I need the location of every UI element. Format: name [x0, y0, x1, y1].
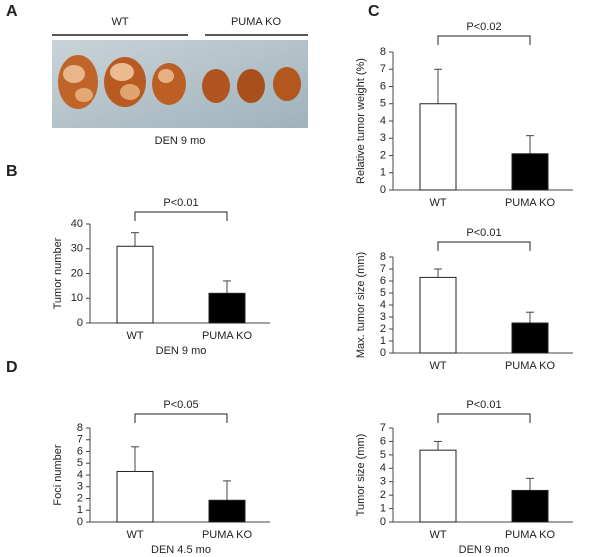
- x-axis-label: DEN 9 mo: [459, 544, 510, 556]
- y-tick-label: 2: [380, 149, 386, 161]
- tumor: [63, 65, 85, 83]
- y-tick-label: 8: [380, 251, 386, 263]
- bar: [116, 245, 154, 324]
- y-tick-label: 6: [380, 80, 386, 92]
- y-tick-label: 1: [77, 504, 83, 516]
- y-axis-label: Max. tumor size (mm): [355, 252, 367, 358]
- significance-label: P<0.01: [466, 227, 501, 239]
- significance-label: P<0.01: [466, 399, 501, 411]
- group-label: PUMA KO: [231, 16, 282, 28]
- significance-label: P<0.05: [163, 399, 198, 411]
- y-tick-label: 7: [380, 63, 386, 75]
- panel-label: D: [6, 359, 18, 376]
- x-tick-label: PUMA KO: [202, 529, 253, 541]
- significance-bracket: [437, 413, 531, 423]
- photo: WT PUMA KO DEN 9 mo: [52, 16, 308, 147]
- y-tick-label: 0: [380, 184, 386, 196]
- y-tick-label: 6: [77, 445, 83, 457]
- y-tick-label: 4: [380, 462, 386, 474]
- tumor: [158, 69, 174, 83]
- y-tick-label: 5: [380, 98, 386, 110]
- group-label: WT: [111, 16, 128, 28]
- y-tick-label: 5: [380, 287, 386, 299]
- liver: [152, 63, 186, 105]
- tumor: [110, 63, 134, 81]
- y-tick-label: 0: [77, 317, 83, 329]
- y-tick-label: 8: [380, 46, 386, 58]
- panel-label: C: [368, 3, 380, 20]
- liver: [202, 69, 230, 103]
- bar: [511, 489, 549, 523]
- y-tick-label: 6: [380, 275, 386, 287]
- y-tick-label: 3: [380, 476, 386, 488]
- y-tick-label: 2: [380, 489, 386, 501]
- y-tick-label: 8: [77, 422, 83, 434]
- y-tick-label: 4: [380, 115, 386, 127]
- y-axis-label: Relative tumor weight (%): [355, 58, 367, 184]
- y-tick-label: 6: [380, 435, 386, 447]
- bar: [419, 449, 457, 523]
- y-tick-label: 4: [380, 299, 386, 311]
- y-tick-label: 3: [380, 132, 386, 144]
- bar: [208, 292, 246, 324]
- liver: [273, 67, 301, 101]
- y-tick-label: 20: [71, 267, 83, 279]
- x-tick-label: WT: [126, 529, 143, 541]
- significance-label: P<0.02: [466, 21, 501, 33]
- y-tick-label: 0: [77, 516, 83, 528]
- y-axis-label: Tumor number: [52, 237, 64, 309]
- y-tick-label: 5: [77, 457, 83, 469]
- x-axis-label: DEN 9 mo: [156, 345, 207, 357]
- x-axis-label: DEN 4.5 mo: [151, 544, 211, 556]
- bar: [419, 103, 457, 191]
- bar: [419, 276, 457, 354]
- y-tick-label: 40: [71, 218, 83, 230]
- significance-bracket: [437, 35, 531, 45]
- y-tick-label: 3: [77, 481, 83, 493]
- y-tick-label: 1: [380, 335, 386, 347]
- y-tick-label: 7: [380, 422, 386, 434]
- x-tick-label: PUMA KO: [202, 330, 253, 342]
- y-tick-label: 5: [380, 449, 386, 461]
- significance-label: P<0.01: [163, 197, 198, 209]
- x-tick-label: WT: [429, 529, 446, 541]
- x-tick-label: WT: [429, 360, 446, 372]
- x-tick-label: PUMA KO: [505, 529, 556, 541]
- bar: [511, 153, 549, 191]
- y-tick-label: 2: [77, 492, 83, 504]
- tumor: [120, 84, 140, 100]
- liver: [237, 69, 265, 103]
- y-tick-label: 1: [380, 167, 386, 179]
- y-tick-label: 1: [380, 502, 386, 514]
- x-tick-label: PUMA KO: [505, 197, 556, 209]
- y-tick-label: 30: [71, 243, 83, 255]
- x-tick-label: WT: [126, 330, 143, 342]
- panel-label: B: [6, 163, 18, 180]
- y-tick-label: 7: [77, 434, 83, 446]
- y-tick-label: 0: [380, 516, 386, 528]
- photo-caption: DEN 9 mo: [155, 135, 206, 147]
- bar: [116, 470, 154, 523]
- y-tick-label: 10: [71, 292, 83, 304]
- tumor: [75, 88, 93, 102]
- y-tick-label: 7: [380, 263, 386, 275]
- panel-label: A: [6, 3, 18, 20]
- y-tick-label: 4: [77, 469, 83, 481]
- significance-bracket: [134, 211, 228, 221]
- bar: [511, 322, 549, 354]
- x-tick-label: WT: [429, 197, 446, 209]
- y-tick-label: 2: [380, 323, 386, 335]
- x-tick-label: PUMA KO: [505, 360, 556, 372]
- significance-bracket: [437, 241, 531, 251]
- y-axis-label: Tumor size (mm): [355, 434, 367, 517]
- bar: [208, 499, 246, 523]
- y-tick-label: 0: [380, 347, 386, 359]
- y-axis-label: Foci number: [52, 444, 64, 505]
- significance-bracket: [134, 413, 228, 423]
- y-tick-label: 3: [380, 311, 386, 323]
